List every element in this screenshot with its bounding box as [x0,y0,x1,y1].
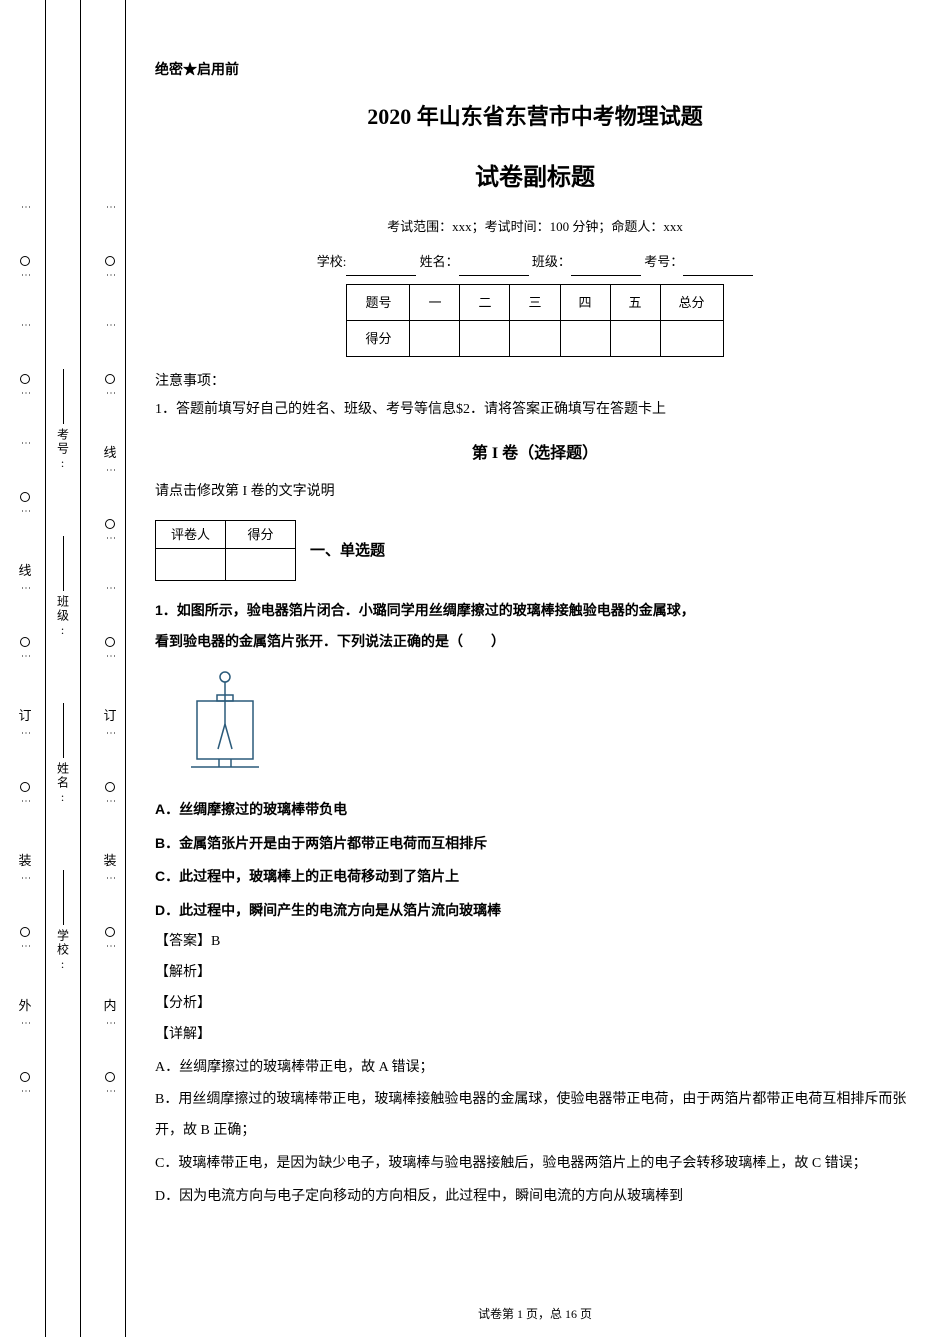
section-1-note[interactable]: 请点击修改第 I 卷的文字说明 [155,477,915,506]
score-header-cell: 题号 [347,284,410,320]
score-cell: 三 [510,284,560,320]
option-d: D．此过程中，瞬间产生的电流方向是从箔片流向玻璃棒 [155,894,915,928]
score-cell[interactable] [610,320,660,356]
exam-info-line: 考试范围：xxx；考试时间：100 分钟；命题人：xxx [155,213,915,240]
grader-table: 评卷人 得分 [155,520,296,581]
binding-outer-column: ⋮⋮⋮⋮⋮⋮线⋮⋮订⋮⋮装⋮⋮外⋮⋮ [15,0,35,1337]
student-info-vertical: 考号:班级:姓名:学校: [48,0,78,1337]
question-type-heading: 一、单选题 [310,535,385,567]
score-cell: 一 [410,284,460,320]
score-cell[interactable] [410,320,460,356]
section-1-title: 第 I 卷（选择题） [155,437,915,471]
notice-item: 1．答题前填写好自己的姓名、班级、考号等信息$2．请将答案正确填写在答题卡上 [155,397,915,424]
score-cell[interactable] [510,320,560,356]
grader-cell[interactable] [156,549,226,581]
answer-value: B [211,934,220,949]
exam-subtitle: 试卷副标题 [155,153,915,203]
grader-block: 评卷人 得分 一、单选题 [155,520,915,581]
option-c: C．此过程中，玻璃棒上的正电荷移动到了箔片上 [155,860,915,894]
binding-inner-column: ⋮⋮⋮⋮线⋮⋮⋮⋮订⋮⋮装⋮⋮内⋮⋮ [100,0,120,1337]
school-label: 学校: [317,254,347,269]
name-blank[interactable] [459,260,529,276]
analysis-label: 【分析】 [155,989,915,1020]
score-table: 题号 一 二 三 四 五 总分 得分 [346,284,723,358]
number-label: 考号： [644,254,683,269]
option-b: B．金属箔张片开是由于两箔片都带正电荷而互相排斥 [155,827,915,861]
question-text-line: 看到验电器的金属箔片张开．下列说法正确的是（ ） [155,626,915,657]
score-cell: 四 [560,284,610,320]
score-cell[interactable] [660,320,723,356]
score-cell[interactable] [460,320,510,356]
notice-title: 注意事项： [155,367,915,396]
confidential-label: 绝密★启用前 [155,55,915,84]
binding-line-3 [125,0,126,1337]
student-fill-line: 学校: 姓名： 班级： 考号： [155,248,915,275]
score-header-cell: 得分 [347,320,410,356]
exam-title: 2020 年山东省东营市中考物理试题 [155,94,915,140]
explanation-a: A．丝绸摩擦过的玻璃棒带正电，故 A 错误； [155,1053,915,1084]
school-blank[interactable] [346,260,416,276]
grader-score-cell[interactable] [226,549,296,581]
answer-line: 【答案】B [155,927,915,958]
page-footer: 试卷第 1 页，总 16 页 [155,1305,915,1322]
number-blank[interactable] [683,260,753,276]
explanation-c: C．玻璃棒带正电，是因为缺少电子，玻璃棒与验电器接触后，验电器两箔片上的电子会转… [155,1149,915,1180]
explanation-d: D．因为电流方向与电子定向移动的方向相反，此过程中，瞬间电流的方向从玻璃棒到 [155,1182,915,1213]
binding-line-1 [45,0,46,1337]
score-cell: 二 [460,284,510,320]
page-content: 绝密★启用前 2020 年山东省东营市中考物理试题 试卷副标题 考试范围：xxx… [155,55,915,1297]
class-label: 班级： [532,254,571,269]
explanation-b: B．用丝绸摩擦过的玻璃棒带正电，玻璃棒接触验电器的金属球，使验电器带正电荷，由于… [155,1085,915,1147]
class-blank[interactable] [571,260,641,276]
table-row: 题号 一 二 三 四 五 总分 [347,284,723,320]
table-row: 得分 [347,320,723,356]
detail-label: 【详解】 [155,1020,915,1051]
answer-label: 【答案】 [155,934,211,949]
score-cell[interactable] [560,320,610,356]
binding-line-2 [80,0,81,1337]
score-cell: 总分 [660,284,723,320]
question-1-stem: 1．如图所示，验电器箔片闭合．小璐同学用丝绸摩擦过的玻璃棒接触验电器的金属球， … [155,595,915,657]
score-cell: 五 [610,284,660,320]
electroscope-figure [185,669,915,779]
grader-col-header: 评卷人 [156,521,226,549]
grader-score-header: 得分 [226,521,296,549]
parse-label: 【解析】 [155,958,915,989]
question-text-line: 1．如图所示，验电器箔片闭合．小璐同学用丝绸摩擦过的玻璃棒接触验电器的金属球， [155,595,915,626]
name-label: 姓名： [420,254,459,269]
option-a: A．丝绸摩擦过的玻璃棒带负电 [155,793,915,827]
